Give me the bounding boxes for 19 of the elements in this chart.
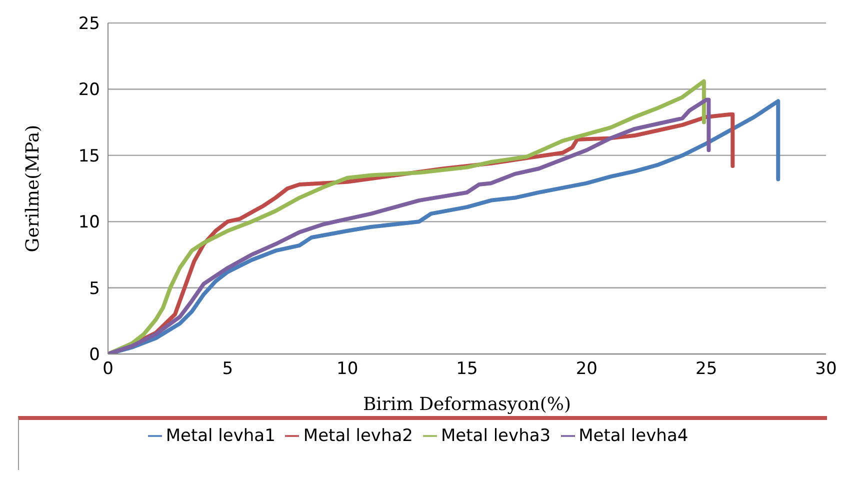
legend-label: Metal levha3 [441,426,551,446]
y-tick-label: 10 [78,212,100,233]
y-axis-title: Gerilme(MPa) [22,124,44,252]
y-tick-label: 5 [89,278,100,299]
y-tick-label: 25 [78,14,100,34]
x-tick-label: 25 [696,359,718,380]
x-tick-label: 0 [102,359,114,380]
x-tick-label: 5 [222,359,234,380]
x-tick-label: 15 [456,359,478,380]
legend-label: Metal levha2 [303,426,413,446]
x-axis-title: Birim Deformasyon(%) [362,394,572,415]
x-tick-label: 10 [336,359,358,380]
legend-label: Metal levha4 [578,426,688,446]
y-tick-label: 15 [78,146,100,166]
y-tick-label: 0 [89,345,100,366]
x-tick-label: 30 [815,359,837,380]
legend-label: Metal levha1 [166,426,276,446]
y-tick-label: 20 [78,80,100,100]
x-tick-label: 20 [576,359,598,380]
